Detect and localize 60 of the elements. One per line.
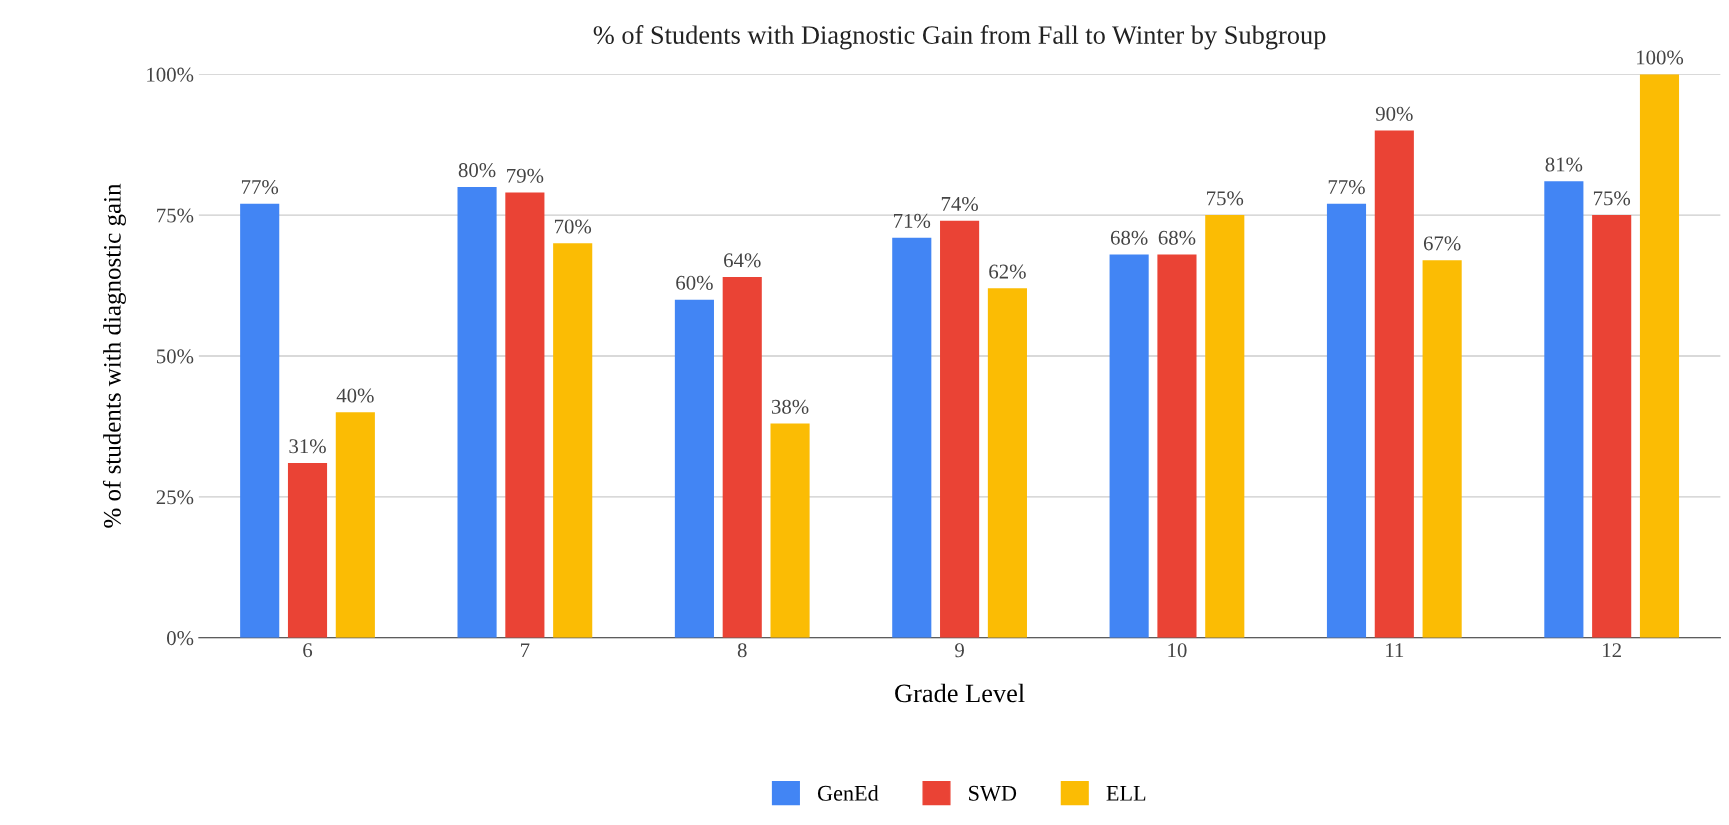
bar [1544, 181, 1584, 638]
data-label: 68% [1110, 230, 1148, 245]
bar [287, 463, 328, 638]
y-tick-label: 50% [157, 349, 194, 364]
bar [335, 412, 375, 638]
bar [987, 288, 1027, 638]
legend-label: GenEd [817, 785, 879, 801]
bar [505, 192, 545, 638]
data-label: 70% [554, 219, 592, 234]
bar [1326, 203, 1367, 638]
data-label: 81% [1545, 157, 1583, 172]
data-label: 75% [1207, 191, 1244, 206]
data-label: 60% [676, 275, 713, 290]
bar [457, 186, 497, 638]
data-label: 79% [507, 168, 544, 183]
y-tick-label: 75% [157, 208, 194, 223]
bar [240, 203, 280, 638]
data-label: 90% [1375, 106, 1413, 121]
legend-label: ELL [1106, 786, 1146, 801]
x-tick-label: 9 [955, 643, 964, 658]
bar [1592, 215, 1632, 638]
bar [1109, 254, 1149, 638]
data-label: 75% [1593, 191, 1631, 206]
y-tick-label: 0% [167, 631, 194, 646]
bar [674, 299, 714, 638]
data-label: 68% [1158, 230, 1196, 245]
x-tick-label: 12 [1603, 643, 1621, 658]
data-label: 80% [458, 163, 496, 178]
x-tick-label: 10 [1168, 643, 1187, 658]
chart-title: % of Students with Diagnostic Gain from Fall to Winter by Subgroup [593, 25, 1326, 50]
data-label: 77% [1328, 180, 1365, 195]
data-label: 67% [1423, 236, 1461, 251]
y-tick-label: 25% [156, 490, 194, 505]
data-label: 38% [771, 399, 809, 414]
x-axis-title: Grade Level [895, 683, 1025, 703]
x-tick-label: 11 [1386, 643, 1404, 658]
y-axis-title: % of students with diagnostic gain [102, 183, 126, 528]
data-label: 31% [289, 439, 326, 454]
data-label: 64% [724, 253, 761, 268]
bar [1639, 74, 1680, 638]
data-label: 77% [241, 180, 279, 195]
x-tick-label: 7 [521, 643, 530, 658]
bar [1374, 130, 1414, 638]
data-label: 74% [941, 196, 978, 212]
bar [940, 220, 980, 638]
bar [892, 237, 932, 638]
x-tick-label: 6 [303, 643, 313, 658]
data-label: 40% [336, 388, 374, 403]
bar [722, 277, 762, 638]
bar [1157, 254, 1197, 638]
x-tick-label: 8 [737, 643, 747, 658]
bar [553, 243, 593, 638]
data-label: 71% [894, 213, 931, 228]
bar [770, 423, 810, 638]
bar [1205, 215, 1245, 638]
legend-label: SWD [969, 785, 1017, 801]
data-label: 100% [1637, 50, 1684, 65]
bar [1422, 260, 1462, 638]
y-tick-label: 100% [147, 67, 194, 82]
data-label: 62% [989, 264, 1026, 279]
